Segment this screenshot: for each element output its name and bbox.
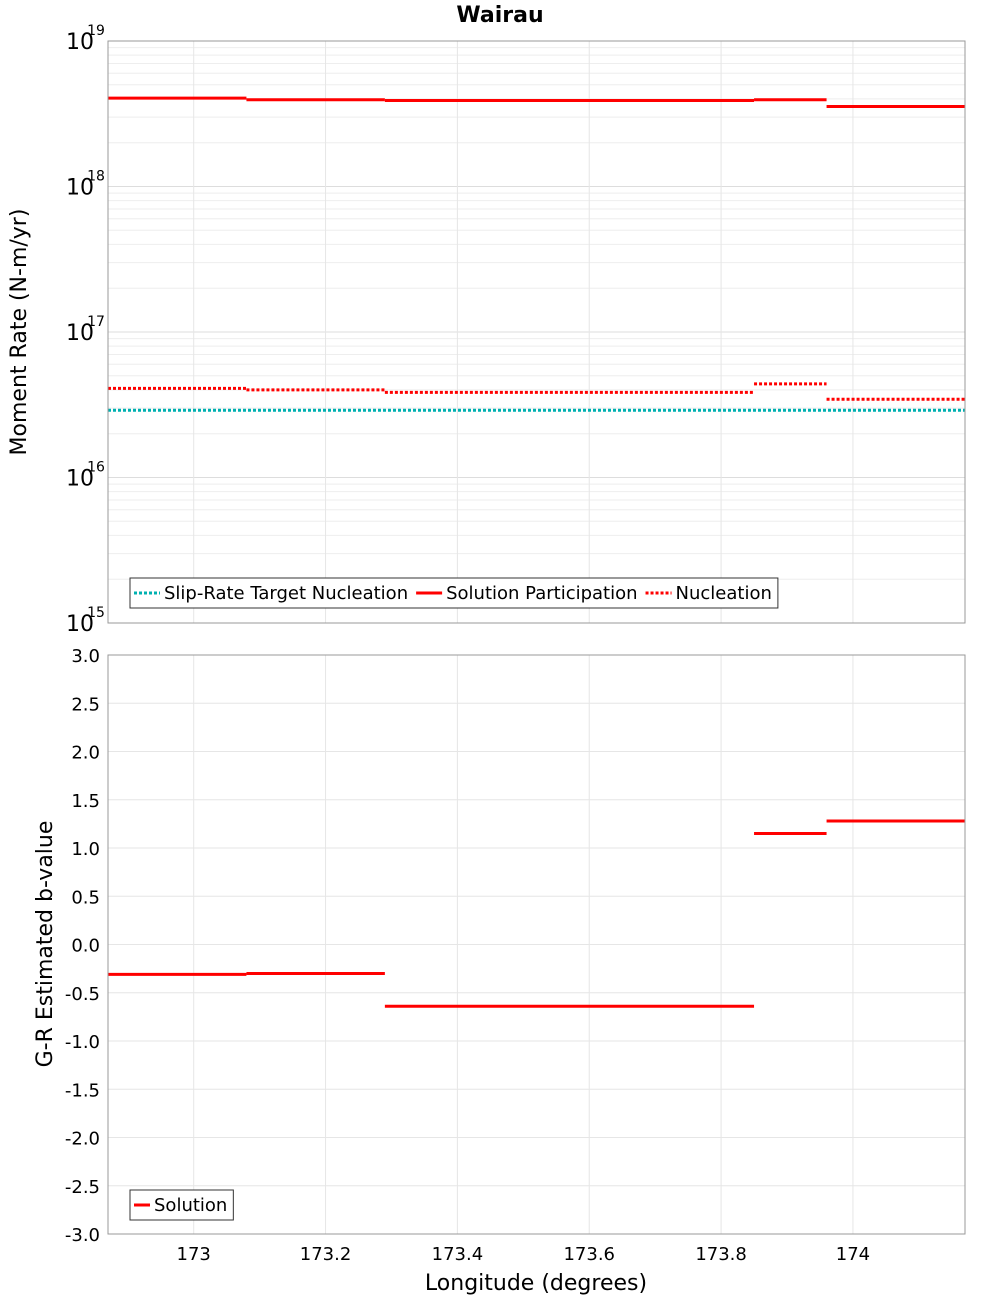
y-tick-label: 1.0 xyxy=(71,839,100,860)
y-tick-label: 3.0 xyxy=(71,646,100,667)
y-tick-label: 10 xyxy=(66,612,94,637)
b-value-panel: -3.0 -2.5 -2.0 -1.5 -1.0 -0.5 0.0 0.5 1.0 1.5 2.0 2… xyxy=(65,646,966,1265)
b-value-plot-border xyxy=(107,654,966,1235)
legend-box xyxy=(129,577,779,609)
y-tick-label: -2.0 xyxy=(65,1129,100,1150)
x-tick-label: 173.4 xyxy=(432,1244,484,1265)
x-tick-label: 173.8 xyxy=(695,1244,747,1265)
y-tick-label: 2.5 xyxy=(71,694,100,715)
y-tick-label: -2.5 xyxy=(65,1177,100,1198)
y-tick-label: 1.5 xyxy=(71,791,100,812)
moment-rate-legend: Slip-Rate Target Nucleation Solution Part… xyxy=(129,577,779,609)
x-tick-label: 174 xyxy=(836,1244,870,1265)
y-tick-label: 0.5 xyxy=(71,887,100,908)
y-tick-label: 10 xyxy=(66,467,94,492)
longitude-axis-label: Longitude (degrees) xyxy=(425,1271,647,1296)
y-tick-exponent: 15 xyxy=(87,605,105,621)
y-tick-label: -1.5 xyxy=(65,1080,100,1101)
y-tick-exponent: 18 xyxy=(87,169,105,185)
moment-rate-plot-border xyxy=(107,40,966,624)
legend-entry: Nucleation xyxy=(676,583,772,604)
y-tick-exponent: 19 xyxy=(87,23,105,39)
y-tick-label: 2.0 xyxy=(71,743,100,764)
b-value-axis-label: G-R Estimated b-value xyxy=(33,821,58,1068)
x-tick-label: 173.6 xyxy=(563,1244,615,1265)
legend-entry: Solution Participation xyxy=(446,583,637,604)
y-tick-label: 10 xyxy=(66,176,94,201)
legend-entry: Solution xyxy=(154,1195,227,1216)
y-tick-label: -1.0 xyxy=(65,1032,100,1053)
legend-entry: Slip-Rate Target Nucleation xyxy=(164,583,408,604)
y-tick-label: 0.0 xyxy=(71,936,100,957)
x-tick-label: 173 xyxy=(177,1244,211,1265)
y-tick-label: -3.0 xyxy=(65,1225,100,1246)
y-tick-exponent: 16 xyxy=(87,460,105,476)
y-tick-exponent: 17 xyxy=(87,314,105,330)
y-tick-label: 10 xyxy=(66,30,94,55)
moment-rate-axis-label: Moment Rate (N-m/yr) xyxy=(7,209,32,456)
b-value-legend: Solution xyxy=(129,1189,234,1221)
x-tick-label: 173.2 xyxy=(300,1244,352,1265)
y-tick-label: 10 xyxy=(66,321,94,346)
chart-title: Wairau xyxy=(456,3,543,28)
y-tick-label: -0.5 xyxy=(65,984,100,1005)
